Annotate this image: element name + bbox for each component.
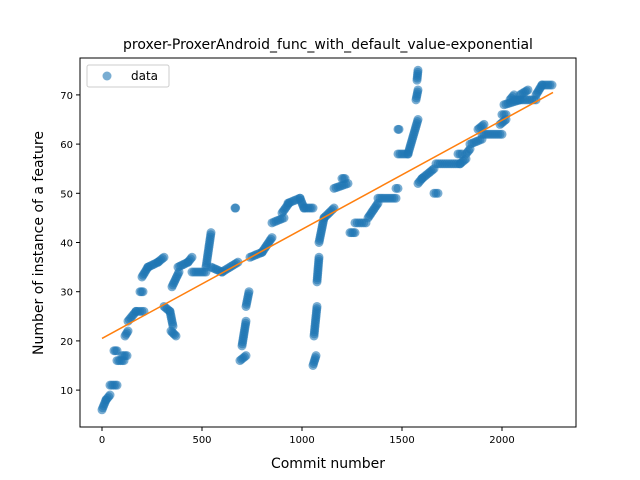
legend-label-data: data [131,69,158,83]
data-point-127 [206,228,216,238]
y-tick-label-70: 70 [60,91,73,102]
data-point-472 [547,80,557,90]
x-tick-label-1500: 1500 [389,435,414,446]
legend: data [86,64,170,88]
data-point-256 [314,252,324,262]
data-point-410 [479,119,489,129]
data-point-222 [308,203,318,213]
x-tick-label-1000: 1000 [289,435,314,446]
y-axis-label: Number of instance of a feature [31,131,47,355]
data-point-146 [231,203,241,213]
data-point-320 [393,183,403,193]
data-point-82 [171,331,181,341]
data-point-144 [233,257,243,267]
data-point-374 [433,188,443,198]
x-tick-label-500: 500 [192,435,211,446]
data-point-64 [159,252,169,262]
legend-marker [102,71,112,81]
data-point-292 [350,228,360,238]
y-tick-label-10: 10 [60,386,73,397]
chart-title: proxer-ProxerAndroid_func_with_default_v… [123,37,533,53]
y-tick-label-50: 50 [60,189,73,200]
plot-frame [79,57,577,428]
data-point-172 [244,287,254,297]
legend-box [86,64,170,88]
data-point-352 [413,85,423,95]
data-point-243 [312,301,322,311]
x-tick-label-2000: 2000 [489,435,514,446]
data-point-189 [267,233,277,243]
x-axis-label: Commit number [271,456,385,472]
axis-ticks: 0 500 1000 1500 2000 10 20 30 40 50 60 70 [60,91,514,446]
data-point-288 [340,174,350,184]
data-point-328 [394,124,404,134]
data-point-164 [241,316,251,326]
data-point-346 [413,115,423,124]
y-tick-label-20: 20 [60,337,73,348]
data-point-14 [112,380,122,390]
data-point-151 [241,351,251,361]
data-point-358 [413,65,423,75]
data-point-30 [123,326,133,336]
y-tick-label-60: 60 [60,140,73,151]
data-point-228 [311,351,321,361]
x-tick-label-0: 0 [99,435,105,446]
data-point-421 [497,129,507,139]
data-point-318 [391,193,401,203]
data-point-102 [187,252,197,262]
data-point-9 [105,390,115,400]
data-point-26 [122,351,132,361]
y-tick-label-40: 40 [60,239,73,250]
data-point-45 [138,287,148,297]
data-point-459 [523,85,533,95]
y-tick-label-30: 30 [60,288,73,299]
fit-line [101,91,554,340]
plot-area [97,65,557,415]
